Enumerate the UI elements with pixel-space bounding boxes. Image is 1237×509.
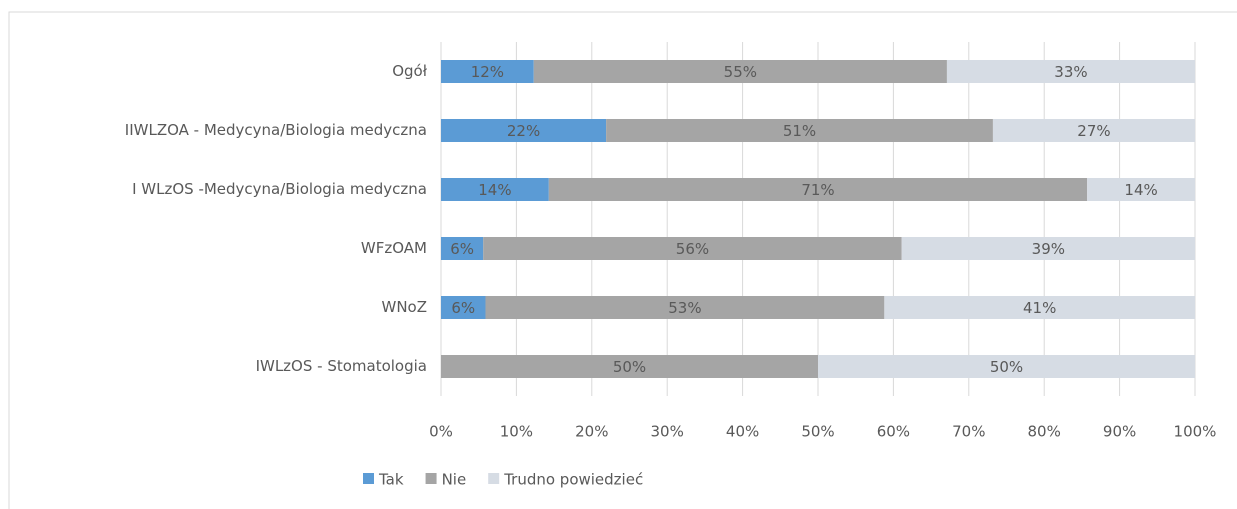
data-label: 50% [990, 358, 1023, 376]
legend-label: Trudno powiedzieć [503, 471, 643, 489]
data-label: 71% [801, 181, 834, 199]
bar-segment [441, 178, 549, 201]
data-label: 22% [507, 122, 540, 140]
y-tick-label: I WLzOS -Medycyna/Biologia medyczna [132, 180, 427, 198]
bar-segment [441, 60, 534, 83]
x-tick-label: 10% [500, 423, 533, 441]
x-tick-label: 80% [1028, 423, 1061, 441]
bar-segment [533, 60, 947, 83]
y-tick-label: WNoZ [381, 298, 427, 316]
data-label: 14% [1124, 181, 1157, 199]
data-label: 53% [668, 299, 701, 317]
bar-segment [485, 296, 885, 319]
chart-border [8, 11, 1237, 509]
bar-segment [818, 355, 1195, 378]
data-label: 50% [613, 358, 646, 376]
x-tick-label: 40% [726, 423, 759, 441]
bar-segment [441, 237, 484, 260]
bar-segment [441, 296, 486, 319]
legend-swatch [425, 473, 437, 484]
data-label: 55% [724, 63, 757, 81]
data-label: 6% [451, 299, 475, 317]
x-tick-label: 50% [801, 423, 834, 441]
legend-swatch [363, 473, 374, 484]
bar-segment [1087, 178, 1195, 201]
x-tick-label: 20% [575, 423, 608, 441]
x-tick-label: 0% [429, 423, 453, 441]
bar-segment [901, 237, 1195, 260]
data-label: 56% [676, 240, 709, 258]
data-label: 6% [450, 240, 474, 258]
bar-segment [884, 296, 1195, 319]
bar-segment [548, 178, 1088, 201]
x-tick-label: 70% [952, 423, 985, 441]
legend-label: Nie [442, 471, 467, 489]
bar-segment [483, 237, 902, 260]
data-label: 12% [471, 63, 504, 81]
data-label: 51% [783, 122, 816, 140]
y-tick-label: IWLzOS - Stomatologia [256, 357, 427, 375]
x-tick-label: 60% [877, 423, 910, 441]
data-label: 41% [1023, 299, 1056, 317]
bar-segment [606, 119, 993, 142]
y-tick-label: Ogół [392, 62, 428, 80]
bar-segment [992, 119, 1195, 142]
x-tick-label: 30% [651, 423, 684, 441]
bar-segment [441, 119, 607, 142]
legend-label: Tak [378, 471, 404, 489]
data-label: 14% [478, 181, 511, 199]
data-label: 27% [1077, 122, 1110, 140]
y-tick-label: WFzOAM [361, 239, 427, 257]
bar-segment [441, 355, 818, 378]
data-label: 33% [1054, 63, 1087, 81]
legend-swatch [488, 473, 500, 484]
bar-segment [946, 60, 1195, 83]
data-label: 39% [1032, 240, 1065, 258]
x-tick-label: 100% [1174, 423, 1217, 441]
y-tick-label: IIWLZOA - Medycyna/Biologia medyczna [125, 121, 427, 139]
x-tick-label: 90% [1103, 423, 1136, 441]
